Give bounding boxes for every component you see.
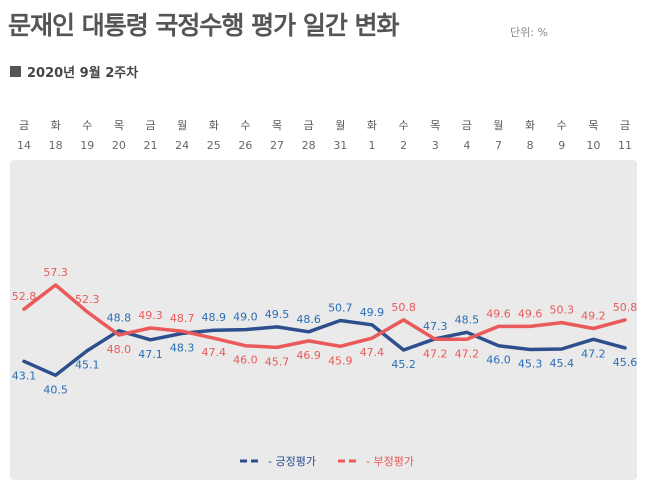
x-tick-label: 1 xyxy=(368,139,375,152)
x-day-label: 월 xyxy=(493,119,503,132)
data-label-negative: 50.8 xyxy=(391,301,416,314)
data-label-negative: 52.3 xyxy=(75,293,100,306)
x-axis-labels: 금 14 화 18 수 19 목 20 금 21 월 24 화 25 수 26 목 27 금 28 월 31 화 1 수 2 목 3 금… xyxy=(17,119,632,152)
legend-label-negative: - 부정평가 xyxy=(366,455,414,468)
x-day-label: 목 xyxy=(430,119,440,132)
data-label-negative: 48.7 xyxy=(170,312,195,325)
x-tick-label: 20 xyxy=(112,139,126,152)
x-day-label: 수 xyxy=(557,119,567,132)
x-day-label: 월 xyxy=(335,119,345,132)
data-label-positive: 47.2 xyxy=(581,347,606,360)
x-day-label: 목 xyxy=(114,119,124,132)
x-tick-label: 18 xyxy=(49,139,63,152)
data-label-negative: 46.9 xyxy=(296,349,321,362)
x-tick-label: 10 xyxy=(586,139,600,152)
data-label-negative: 48.0 xyxy=(107,343,132,356)
chart-subtitle: 2020년 9월 2주차 xyxy=(27,66,139,81)
x-day-label: 금 xyxy=(19,119,29,132)
data-label-negative: 49.6 xyxy=(486,307,511,320)
data-label-positive: 48.3 xyxy=(170,341,195,354)
data-label-positive: 49.9 xyxy=(360,306,385,319)
series-layer: 43.1 52.8 40.5 57.3 45.1 52.3 48.8 48.0 47.1 49.3… xyxy=(12,266,638,396)
x-tick-label: 25 xyxy=(207,139,221,152)
data-label-negative: 49.3 xyxy=(138,309,163,322)
x-tick-label: 4 xyxy=(463,139,470,152)
data-label-positive: 48.8 xyxy=(107,312,132,325)
data-label-negative: 45.9 xyxy=(328,354,353,367)
data-label-negative: 52.8 xyxy=(12,290,37,303)
unit-label: 단위: % xyxy=(510,26,548,39)
data-label-positive: 48.5 xyxy=(455,313,480,326)
x-tick-label: 2 xyxy=(400,139,407,152)
x-day-label: 화 xyxy=(525,119,535,132)
x-day-label: 금 xyxy=(620,119,630,132)
x-tick-label: 11 xyxy=(618,139,632,152)
data-label-negative: 57.3 xyxy=(43,266,68,279)
data-label-negative: 45.7 xyxy=(265,355,290,368)
data-label-positive: 45.6 xyxy=(613,356,638,369)
x-day-label: 수 xyxy=(240,119,250,132)
x-tick-label: 28 xyxy=(302,139,316,152)
data-label-positive: 47.1 xyxy=(138,348,163,361)
series-line-negative xyxy=(22,283,627,350)
x-tick-label: 14 xyxy=(17,139,31,152)
data-label-positive: 46.0 xyxy=(486,354,511,367)
x-tick-label: 21 xyxy=(144,139,158,152)
data-label-positive: 49.0 xyxy=(233,311,258,324)
plot-background xyxy=(10,160,637,480)
data-label-positive: 48.9 xyxy=(202,311,227,324)
x-day-label: 화 xyxy=(367,119,377,132)
data-label-negative: 47.4 xyxy=(360,346,385,359)
x-day-label: 화 xyxy=(51,119,61,132)
x-tick-label: 24 xyxy=(175,139,189,152)
x-tick-label: 9 xyxy=(558,139,565,152)
data-label-negative: 47.2 xyxy=(455,347,480,360)
data-label-positive: 43.1 xyxy=(12,369,37,382)
data-label-positive: 49.5 xyxy=(265,308,290,321)
data-label-negative: 46.0 xyxy=(233,354,258,367)
x-tick-label: 31 xyxy=(333,139,347,152)
square-icon xyxy=(10,66,21,77)
x-tick-label: 7 xyxy=(495,139,502,152)
chart-title: 문재인 대통령 국정수행 평가 일간 변화 xyxy=(8,11,400,40)
data-label-negative: 47.4 xyxy=(202,346,227,359)
data-label-positive: 45.2 xyxy=(391,358,416,371)
x-day-label: 목 xyxy=(272,119,282,132)
data-label-negative: 49.6 xyxy=(518,307,543,320)
data-label-negative: 49.2 xyxy=(581,310,606,323)
data-label-positive: 50.7 xyxy=(328,301,353,314)
data-label-positive: 45.4 xyxy=(549,357,574,370)
data-label-positive: 48.6 xyxy=(296,313,321,326)
data-label-positive: 45.1 xyxy=(75,359,100,372)
x-day-label: 수 xyxy=(82,119,92,132)
legend-label-positive: - 긍정평가 xyxy=(268,455,316,468)
x-day-label: 목 xyxy=(588,119,598,132)
x-day-label: 금 xyxy=(145,119,155,132)
data-label-negative: 50.3 xyxy=(549,304,574,317)
x-day-label: 금 xyxy=(304,119,314,132)
x-day-label: 수 xyxy=(399,119,409,132)
x-tick-label: 3 xyxy=(432,139,439,152)
subtitle-block: 2020년 9월 2주차 xyxy=(10,62,138,81)
x-tick-label: 26 xyxy=(238,139,252,152)
data-label-positive: 47.3 xyxy=(423,320,448,333)
data-label-positive: 45.3 xyxy=(518,358,543,371)
data-label-negative: 47.2 xyxy=(423,347,448,360)
legend: - 긍정평가 - 부정평가 xyxy=(240,455,414,468)
x-tick-label: 27 xyxy=(270,139,284,152)
x-tick-label: 19 xyxy=(80,139,94,152)
x-tick-label: 8 xyxy=(527,139,534,152)
data-label-negative: 50.8 xyxy=(613,301,638,314)
x-day-label: 화 xyxy=(209,119,219,132)
x-day-label: 월 xyxy=(177,119,187,132)
data-label-positive: 40.5 xyxy=(43,383,68,396)
x-day-label: 금 xyxy=(462,119,472,132)
